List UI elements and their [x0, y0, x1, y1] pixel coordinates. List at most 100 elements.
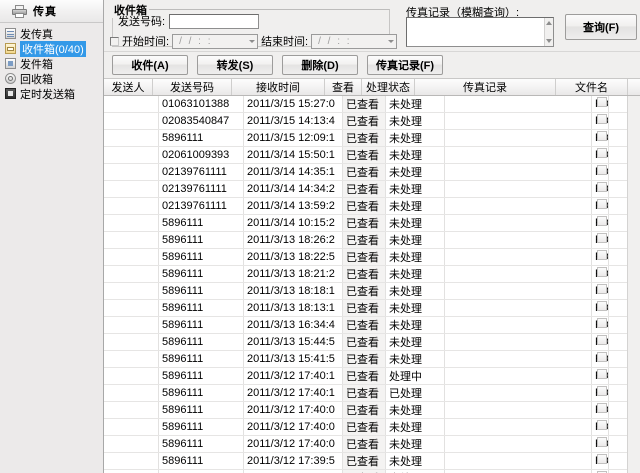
- cell-number: 5896111: [158, 333, 244, 351]
- cell-status: 未处理: [385, 112, 445, 130]
- table-vertical-scrollbar[interactable]: [627, 96, 640, 473]
- column-header-view[interactable]: 查看: [324, 79, 362, 96]
- query-button[interactable]: 查询(F): [565, 14, 637, 40]
- cell-view: 已查看: [342, 112, 386, 130]
- action-toolbar: 收件(A) 转发(S) 删除(D) 传真记录(F): [104, 52, 640, 79]
- start-time-checkbox[interactable]: [110, 36, 119, 46]
- open-file-button[interactable]: [597, 267, 607, 277]
- cell-view: 已查看: [342, 401, 386, 419]
- cell-record: [444, 180, 592, 198]
- cell-status: 未处理: [385, 401, 445, 419]
- cell-record: [444, 248, 592, 266]
- open-file-button[interactable]: [597, 403, 607, 413]
- fax-record-button[interactable]: 传真记录(F): [367, 55, 443, 75]
- cell-number: 5896111: [158, 384, 244, 402]
- cell-view: 已查看: [342, 197, 386, 215]
- column-header-sender[interactable]: 发送人: [104, 79, 153, 96]
- open-file-button[interactable]: [597, 301, 607, 311]
- sidebar-item-inbox[interactable]: 收件箱(0/40): [0, 40, 103, 57]
- cell-time: 2011/3/14 14:34:2: [243, 180, 343, 198]
- open-file-button[interactable]: [597, 454, 607, 464]
- open-file-button[interactable]: [597, 386, 607, 396]
- open-file-button[interactable]: [597, 420, 607, 430]
- cell-number: 02139761111: [158, 180, 244, 198]
- cell-status: 未处理: [385, 96, 445, 113]
- cell-status: 已处理: [385, 384, 445, 402]
- open-file-button[interactable]: [597, 318, 607, 328]
- open-file-button[interactable]: [597, 182, 607, 192]
- open-file-button[interactable]: [597, 165, 607, 175]
- open-file-button[interactable]: [597, 199, 607, 209]
- column-header-number[interactable]: 发送号码: [152, 79, 232, 96]
- cell-spacer: [608, 367, 627, 385]
- open-file-button[interactable]: [597, 352, 607, 362]
- sender-number-label: 发送号码:: [118, 16, 166, 28]
- open-file-button[interactable]: [597, 148, 607, 158]
- receive-button[interactable]: 收件(A): [112, 55, 188, 75]
- open-file-button[interactable]: [597, 233, 607, 243]
- cell-file: R Ch6-110315141310: [591, 112, 609, 130]
- open-file-button[interactable]: [597, 131, 607, 141]
- forward-button[interactable]: 转发(S): [197, 55, 273, 75]
- sidebar-item-send-fax[interactable]: 发传真: [0, 26, 103, 41]
- cell-record: [444, 418, 592, 436]
- memo-scrollbar[interactable]: [544, 18, 553, 46]
- sender-number-input[interactable]: [169, 13, 260, 29]
- sidebar-title: 传真: [33, 6, 57, 18]
- open-file-button[interactable]: [597, 471, 607, 473]
- sidebar-header: 传真: [0, 0, 103, 23]
- open-file-button[interactable]: [597, 369, 607, 379]
- column-header-file[interactable]: 文件名: [555, 79, 628, 96]
- end-time-field[interactable]: / / : :: [311, 33, 398, 49]
- open-file-button[interactable]: [597, 284, 607, 294]
- cell-time: 2011/3/12 17:40:0: [243, 418, 343, 436]
- delete-button[interactable]: 删除(D): [282, 55, 358, 75]
- cell-view: 已查看: [342, 469, 386, 473]
- column-header-status[interactable]: 处理状态: [361, 79, 415, 96]
- cell-record: [444, 316, 592, 334]
- open-file-button[interactable]: [597, 114, 607, 124]
- column-header-record[interactable]: 传真记录: [414, 79, 556, 96]
- cell-status: 未处理: [385, 248, 445, 266]
- open-file-button[interactable]: [597, 335, 607, 345]
- cell-record: [444, 197, 592, 215]
- fax-record-search-input[interactable]: [406, 17, 554, 47]
- open-file-button[interactable]: [597, 437, 607, 447]
- column-header-time[interactable]: 接收时间: [231, 79, 325, 96]
- cell-time: 2011/3/15 12:09:1: [243, 129, 343, 147]
- cell-status: 未处理: [385, 180, 445, 198]
- sidebar-item-outbox[interactable]: 发件箱: [0, 56, 103, 71]
- open-file-button[interactable]: [597, 250, 607, 260]
- open-file-button[interactable]: [597, 97, 607, 107]
- start-time-field[interactable]: / / : :: [172, 33, 259, 49]
- open-file-button[interactable]: [597, 216, 607, 226]
- cell-sender: [104, 214, 159, 232]
- sidebar-item-scheduled-send[interactable]: 定时发送箱: [0, 86, 103, 101]
- cell-record: [444, 384, 592, 402]
- sidebar-item-recycle-bin[interactable]: 回收箱: [0, 71, 103, 86]
